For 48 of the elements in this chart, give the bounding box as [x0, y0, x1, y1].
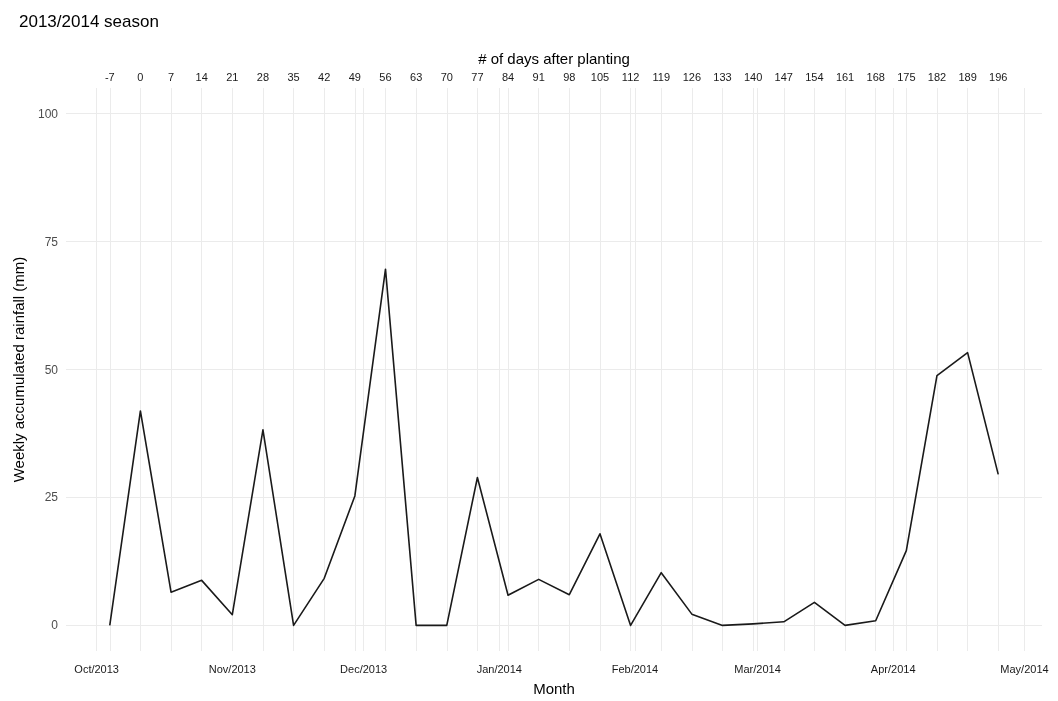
x2-tick-label: 196 — [989, 70, 1008, 83]
x2-tick-label: 147 — [774, 70, 793, 83]
x2-tick-label: 28 — [256, 70, 270, 83]
x2-tick-label: 140 — [743, 70, 763, 83]
x2-tick-label: 154 — [805, 70, 824, 83]
chart-title: 2013/2014 season — [19, 12, 159, 31]
x-axis-title: Month — [533, 680, 575, 697]
x2-tick-label: 133 — [713, 70, 732, 83]
x2-tick-label: 21 — [226, 70, 239, 83]
x2-tick-label: 49 — [348, 70, 361, 83]
y-axis-title: Weekly accumulated rainfall (mm) — [10, 256, 27, 483]
x2-tick-label: 105 — [590, 70, 610, 83]
x-tick-label: Mar/2014 — [734, 662, 781, 675]
y-tick-label: 50 — [44, 362, 59, 377]
x2-tick-label: 168 — [866, 70, 885, 83]
x2-tick-label: 189 — [958, 70, 977, 83]
x2-tick-label: 77 — [471, 70, 484, 83]
y-tick-label: 75 — [44, 234, 59, 249]
x2-tick-label: 56 — [379, 70, 392, 83]
x2-tick-label: -7 — [104, 70, 115, 83]
x2-tick-label: 7 — [167, 70, 175, 83]
x-tick-label: Feb/2014 — [611, 662, 659, 675]
y-tick-label: 100 — [37, 106, 59, 121]
x2-axis-title: # of days after planting — [478, 50, 630, 67]
x2-tick-label: 84 — [501, 70, 515, 83]
x2-tick-label: 182 — [927, 70, 947, 83]
y-tick-label: 0 — [51, 618, 59, 633]
x-tick-label: Apr/2014 — [870, 662, 916, 675]
x2-tick-label: 0 — [137, 70, 144, 83]
x2-tick-label: 175 — [897, 70, 916, 83]
x-tick-label: Nov/2013 — [208, 662, 256, 675]
x-tick-label: Dec/2013 — [340, 662, 388, 675]
x2-tick-label: 112 — [621, 70, 640, 83]
line-series — [108, 268, 1000, 627]
y-tick-label: 25 — [44, 490, 59, 505]
x2-tick-label: 126 — [682, 70, 702, 83]
x2-tick-label: 119 — [652, 70, 670, 83]
x2-tick-label: 42 — [318, 70, 331, 83]
x-tick-label: May/2014 — [1000, 662, 1049, 675]
x2-tick-label: 161 — [835, 70, 855, 83]
x-tick-label: Jan/2014 — [476, 662, 522, 675]
x2-tick-label: 91 — [532, 70, 545, 83]
x2-tick-label: 14 — [195, 70, 208, 83]
x2-tick-label: 70 — [440, 70, 453, 83]
x2-tick-label: 98 — [563, 70, 576, 83]
x2-tick-label: 35 — [287, 70, 300, 83]
x-tick-label: Oct/2013 — [74, 662, 119, 675]
x2-tick-label: 63 — [410, 70, 423, 83]
